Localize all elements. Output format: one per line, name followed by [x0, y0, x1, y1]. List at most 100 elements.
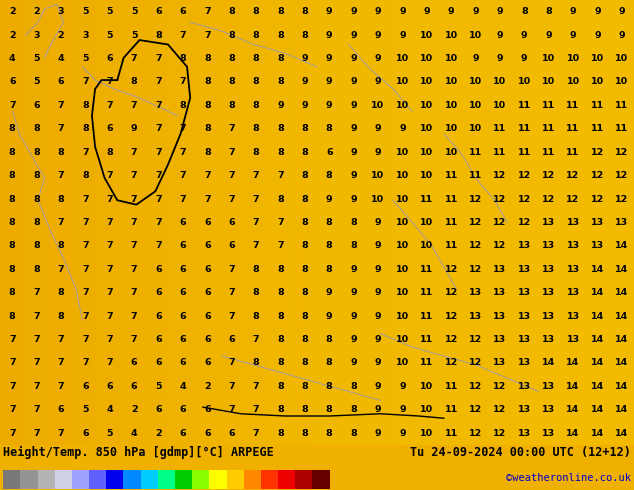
- Text: 13: 13: [518, 382, 531, 391]
- Bar: [261, 470, 278, 489]
- Text: 10: 10: [420, 124, 433, 133]
- Text: 7: 7: [131, 265, 138, 274]
- Text: 6: 6: [228, 218, 235, 227]
- Text: 12: 12: [493, 242, 507, 250]
- Text: 8: 8: [301, 429, 308, 438]
- Text: 9: 9: [399, 429, 406, 438]
- Text: 11: 11: [444, 195, 458, 203]
- Text: 12: 12: [469, 265, 482, 274]
- Text: 6: 6: [155, 405, 162, 414]
- Text: 7: 7: [33, 359, 40, 368]
- Text: 7: 7: [155, 124, 162, 133]
- Text: 12: 12: [591, 195, 604, 203]
- Text: 10: 10: [372, 171, 385, 180]
- Text: 10: 10: [396, 77, 409, 86]
- Text: 9: 9: [350, 101, 357, 110]
- Text: 9: 9: [399, 31, 406, 40]
- Text: 8: 8: [33, 171, 40, 180]
- Text: 13: 13: [518, 265, 531, 274]
- Text: 10: 10: [469, 31, 482, 40]
- Text: 8: 8: [301, 218, 308, 227]
- Text: 6: 6: [179, 288, 186, 297]
- Text: 13: 13: [493, 359, 507, 368]
- Text: 8: 8: [326, 382, 333, 391]
- Text: 8: 8: [277, 7, 284, 16]
- Text: 12: 12: [469, 405, 482, 414]
- Text: 7: 7: [155, 147, 162, 157]
- Text: 7: 7: [155, 171, 162, 180]
- Text: 8: 8: [326, 218, 333, 227]
- Text: 8: 8: [301, 265, 308, 274]
- Text: 8: 8: [326, 405, 333, 414]
- Text: 7: 7: [228, 124, 235, 133]
- Text: 9: 9: [350, 195, 357, 203]
- Text: 8: 8: [253, 265, 259, 274]
- Text: 10: 10: [396, 101, 409, 110]
- Text: 7: 7: [155, 101, 162, 110]
- Text: 12: 12: [493, 195, 507, 203]
- Text: 3: 3: [82, 31, 89, 40]
- Text: 6: 6: [58, 77, 64, 86]
- Text: 8: 8: [521, 7, 527, 16]
- Text: 8: 8: [301, 288, 308, 297]
- Text: 9: 9: [375, 265, 381, 274]
- Text: 9: 9: [496, 7, 503, 16]
- Text: 14: 14: [591, 335, 604, 344]
- Text: 7: 7: [228, 171, 235, 180]
- Text: 11: 11: [444, 218, 458, 227]
- Text: 7: 7: [131, 242, 138, 250]
- Text: 8: 8: [301, 7, 308, 16]
- Text: 9: 9: [375, 335, 381, 344]
- Text: 4: 4: [58, 54, 64, 63]
- Text: 7: 7: [253, 171, 259, 180]
- Text: 10: 10: [493, 77, 507, 86]
- Text: 10: 10: [444, 31, 458, 40]
- Text: 9: 9: [326, 101, 332, 110]
- Text: 13: 13: [566, 335, 579, 344]
- Text: 10: 10: [420, 101, 433, 110]
- Text: 13: 13: [542, 242, 555, 250]
- Text: 5: 5: [107, 7, 113, 16]
- Text: 9: 9: [350, 312, 357, 320]
- Text: 7: 7: [107, 218, 113, 227]
- Text: 8: 8: [253, 312, 259, 320]
- Text: 11: 11: [615, 101, 628, 110]
- Text: 9: 9: [302, 77, 308, 86]
- Text: 7: 7: [9, 405, 15, 414]
- Text: 8: 8: [253, 54, 259, 63]
- Text: 3: 3: [34, 31, 40, 40]
- Text: 8: 8: [204, 77, 210, 86]
- Text: 11: 11: [566, 147, 579, 157]
- Text: 9: 9: [277, 101, 284, 110]
- Text: 5: 5: [131, 7, 138, 16]
- Text: 7: 7: [33, 382, 40, 391]
- Text: 14: 14: [591, 265, 604, 274]
- Text: 7: 7: [253, 335, 259, 344]
- Text: 9: 9: [326, 31, 332, 40]
- Text: 8: 8: [33, 265, 40, 274]
- Text: 8: 8: [277, 31, 284, 40]
- Text: 10: 10: [372, 101, 385, 110]
- Text: 7: 7: [155, 54, 162, 63]
- Text: 14: 14: [542, 359, 555, 368]
- Text: 14: 14: [615, 288, 628, 297]
- Text: 7: 7: [253, 382, 259, 391]
- Text: 8: 8: [326, 242, 333, 250]
- Text: 12: 12: [615, 171, 628, 180]
- Text: 8: 8: [277, 382, 284, 391]
- Text: 12: 12: [615, 147, 628, 157]
- Text: 10: 10: [469, 77, 482, 86]
- Text: 2: 2: [131, 405, 138, 414]
- Text: 8: 8: [253, 7, 259, 16]
- Text: 8: 8: [277, 405, 284, 414]
- Text: 7: 7: [58, 101, 64, 110]
- Text: 10: 10: [396, 195, 409, 203]
- Text: 8: 8: [58, 195, 64, 203]
- Text: 12: 12: [493, 382, 507, 391]
- Text: 9: 9: [350, 31, 357, 40]
- Text: 7: 7: [204, 7, 210, 16]
- Text: 4: 4: [131, 429, 138, 438]
- Text: 8: 8: [277, 265, 284, 274]
- Text: 7: 7: [33, 335, 40, 344]
- Text: 7: 7: [82, 359, 89, 368]
